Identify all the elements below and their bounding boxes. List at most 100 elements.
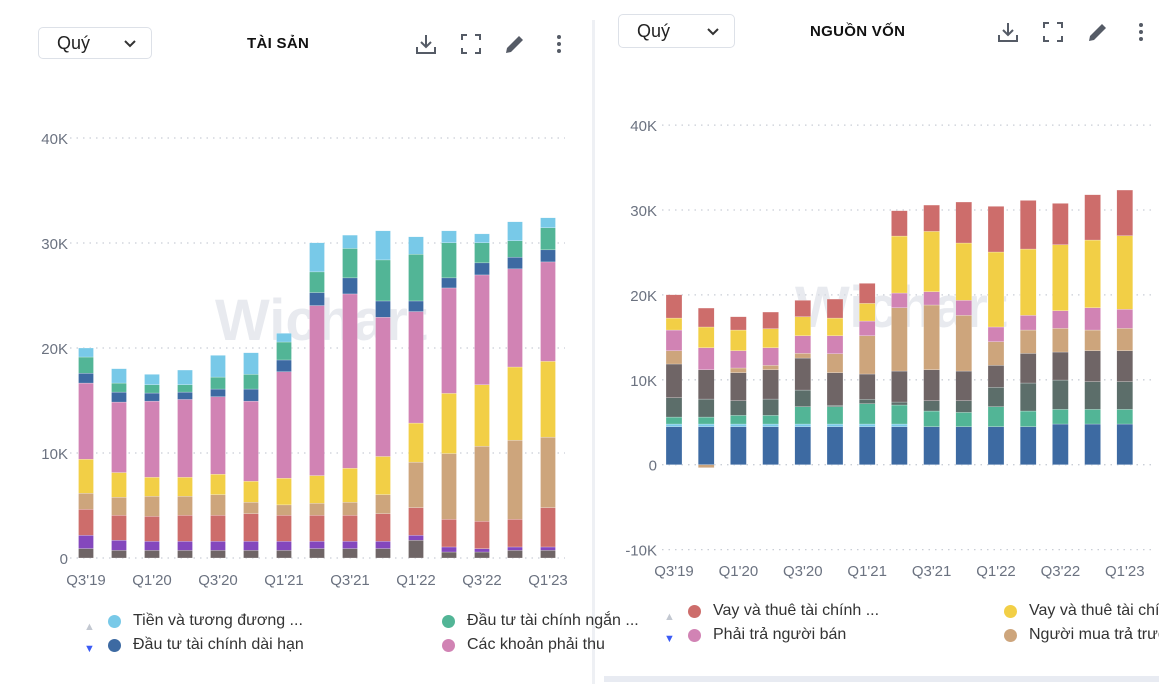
x-tick-label: Q3'21 [912,563,952,580]
legend-item[interactable]: Các khoản phải thu [442,636,605,654]
bar-segment [540,217,556,228]
bar-segment [826,426,844,465]
x-tick-label: Q1'21 [847,563,887,580]
bar-segment [342,248,358,279]
bar-segment [474,242,490,264]
bar-segment [697,369,715,400]
bar-segment [540,261,556,362]
bar-segment [1116,350,1133,382]
bar-segment [474,548,490,553]
bar-segment [1084,381,1101,410]
bar-segment [243,481,259,503]
bar-segment [144,392,160,402]
bar-segment [375,317,391,457]
bar-segment [1116,235,1133,310]
bar-segment [1116,328,1133,351]
legend-item[interactable]: Người mua trả trước [1004,626,1159,644]
bar-segment [507,366,523,441]
legend-item[interactable]: Đầu tư tài chính ngắn ... [442,612,639,630]
bar-segment [987,406,1005,427]
bar-segment [177,477,193,497]
edit-icon[interactable] [1086,20,1110,44]
horizontal-scrollbar[interactable] [604,676,1159,682]
bar-segment [111,540,127,551]
bar-segment [1084,423,1101,465]
edit-icon[interactable] [503,32,527,56]
bar-segment [1084,350,1101,382]
fullscreen-icon[interactable] [459,32,483,56]
bar-segment [507,546,523,551]
period-dropdown-value: Quý [57,32,91,53]
bar-segment [408,507,424,536]
y-tick-label: 30K [630,203,657,220]
bar-segment [441,551,457,559]
legend-color-dot [108,614,121,628]
legend-next-page-icon[interactable]: ▼ [664,633,675,645]
bar-segment [923,231,940,292]
legend-item[interactable]: Vay và thuê tài chính ... [688,602,879,620]
bar-segment [111,515,127,541]
bar-segment [762,423,779,427]
bar-segment [540,546,556,551]
bar-segment [111,391,127,403]
legend-prev-page-icon[interactable]: ▲ [664,611,675,623]
download-icon[interactable] [996,20,1020,44]
bar-segment [441,242,457,279]
bar-segment [78,509,94,536]
bar-segment [891,210,908,237]
legend-label: Tiền và tương đương ... [133,612,303,629]
bar-segment [665,363,683,398]
legend-label: Vay và thuê tài chính ... [1029,602,1159,619]
x-tick-label: Q1'20 [132,572,172,589]
legend-next-page-icon[interactable]: ▼ [84,643,95,655]
bar-segment [826,317,844,336]
bar-segment [1020,248,1037,316]
bar-segment [923,304,940,370]
bar-segment [987,365,1005,388]
bar-segment [987,426,1005,465]
bar-segment [144,516,160,542]
period-dropdown[interactable]: Quý [618,14,735,48]
bar-segment [762,311,779,329]
legend-item[interactable]: Phải trả người bán [688,626,846,644]
bar-segment [408,535,424,541]
bar-segment [474,551,490,559]
chart-title: TÀI SẢN [247,35,310,52]
y-tick-label: -10K [625,543,657,560]
bar-segment [243,513,259,542]
bar-segment [144,541,160,551]
bar-segment [891,307,908,372]
bar-segment [111,401,127,473]
bar-segment [177,391,193,400]
bar-segment [342,502,358,516]
bar-segment [665,416,683,425]
bar-segment [342,515,358,542]
bar-segment [375,259,391,302]
download-icon[interactable] [414,32,438,56]
bar-segment [1084,194,1101,241]
legend-color-dot [108,638,121,652]
bar-segment [243,550,259,559]
bar-segment [474,521,490,549]
bar-segment [540,361,556,438]
bar-segment [697,398,715,418]
bar-segment [794,389,812,407]
legend-item[interactable]: Vay và thuê tài chính ... [1004,602,1159,620]
period-dropdown[interactable]: Quý [38,27,152,59]
fullscreen-icon[interactable] [1041,20,1065,44]
legend-item[interactable]: Đầu tư tài chính dài hạn [108,636,304,654]
legend-item[interactable]: Tiền và tương đương ... [108,612,303,630]
bar-segment [762,365,779,370]
bar-segment [243,502,259,514]
more-vertical-icon[interactable] [547,32,571,56]
bar-segment [923,410,940,427]
bar-segment [730,367,747,373]
bar-segment [309,548,325,559]
bar-segment [955,412,972,427]
bar-segment [826,423,844,427]
bar-segment [78,382,94,460]
legend-prev-page-icon[interactable]: ▲ [84,621,95,633]
bar-segment [987,251,1005,328]
more-vertical-icon[interactable] [1129,20,1153,44]
x-tick-label: Q1'22 [396,572,436,589]
